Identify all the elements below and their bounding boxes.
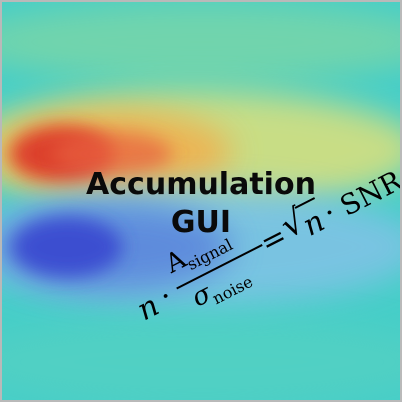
title-line-2: GUI <box>170 205 232 240</box>
title-line-1: Accumulation <box>86 167 316 202</box>
